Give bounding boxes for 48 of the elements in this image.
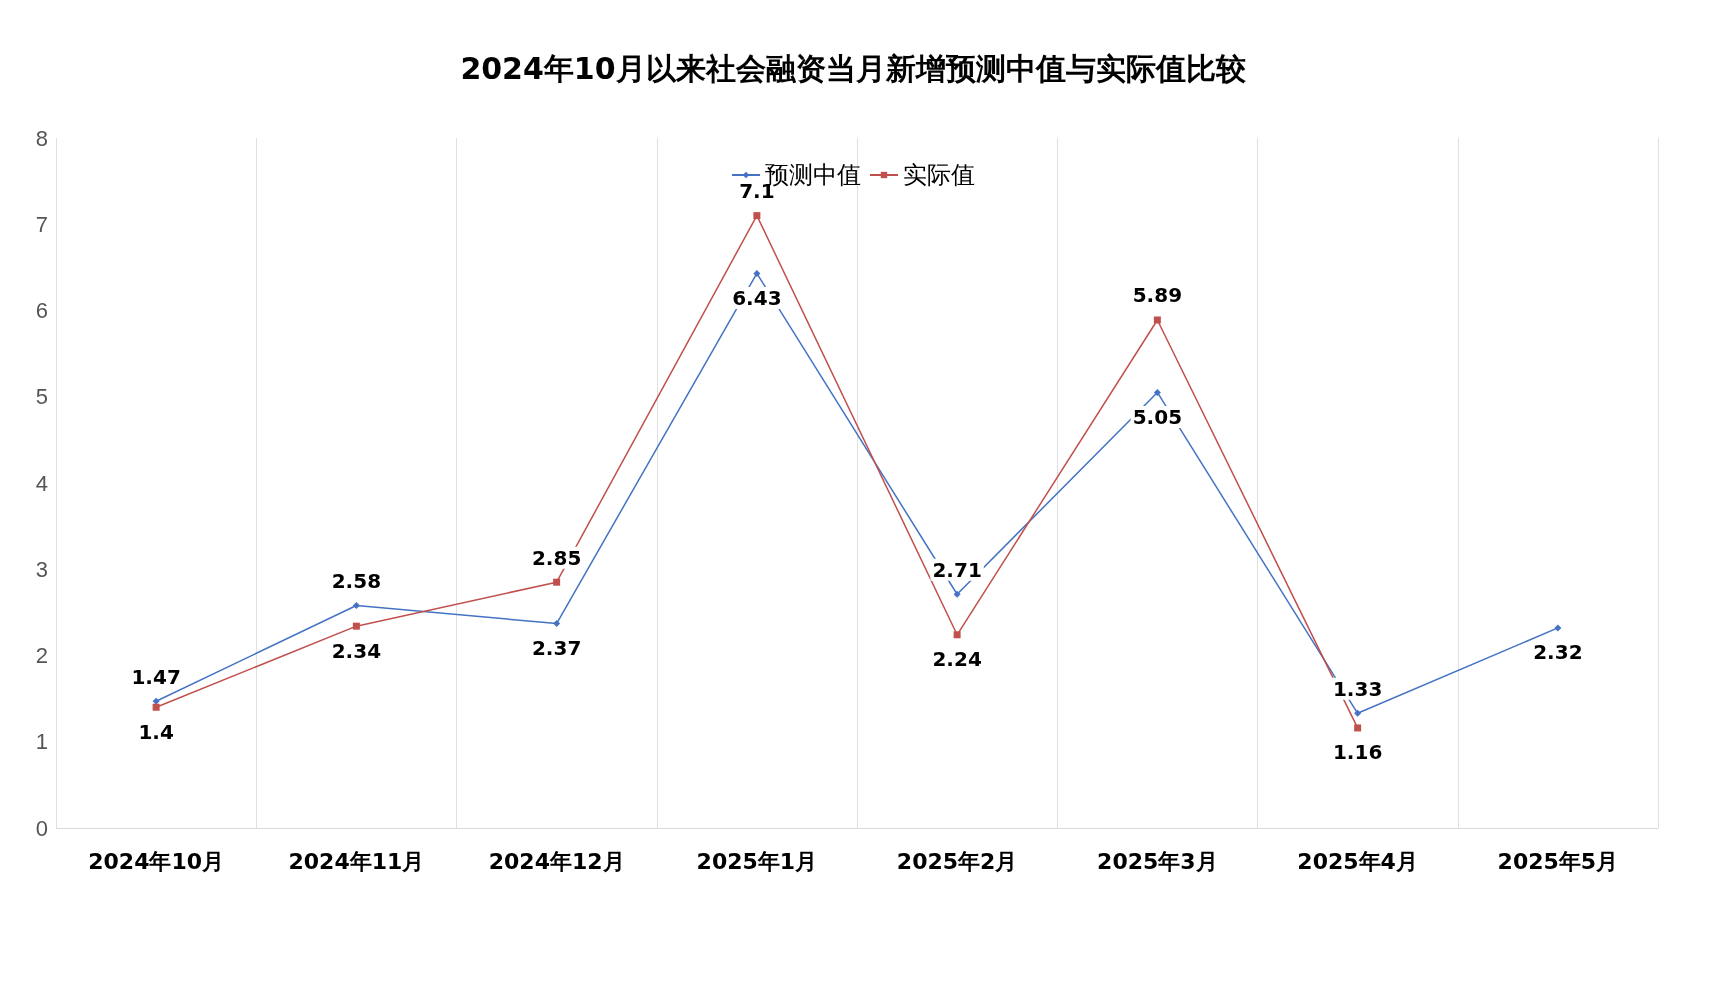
point	[1354, 709, 1362, 717]
data-label: 1.47	[131, 664, 181, 689]
data-label: 2.24	[932, 647, 982, 672]
y-tick-label: 1	[35, 729, 48, 755]
data-label: 2.85	[531, 545, 582, 570]
data-label: 5.05	[1132, 404, 1183, 429]
data-label: 2.37	[531, 636, 582, 661]
point	[352, 601, 360, 609]
data-label: 5.89	[1132, 283, 1183, 308]
data-label: 1.33	[1332, 676, 1383, 701]
y-tick-label: 6	[35, 298, 48, 323]
y-tick-label: 5	[35, 384, 48, 410]
point	[953, 590, 961, 598]
point	[753, 269, 761, 277]
y-tick-label: 2	[35, 643, 48, 668]
point	[553, 578, 561, 586]
point	[753, 212, 761, 220]
point	[1354, 724, 1362, 732]
y-tick-label: 8	[35, 125, 48, 151]
point	[553, 620, 561, 628]
data-label: 2.71	[932, 557, 982, 582]
y-tick-label: 0	[35, 815, 48, 841]
x-tick-label: 2025年2月	[896, 848, 1018, 874]
data-label: 1.16	[1332, 740, 1383, 765]
x-tick-label: 2025年1月	[696, 848, 818, 874]
data-label: 6.43	[732, 285, 782, 310]
y-tick-label: 7	[35, 211, 48, 237]
legend-label: 实际值	[903, 161, 975, 189]
x-tick-label: 2025年4月	[1297, 848, 1418, 874]
point	[152, 697, 160, 705]
x-tick-label: 2024年12月	[488, 848, 625, 874]
point	[1554, 624, 1562, 632]
chart-title: 2024年10月以来社会融资当月新增预测中值与实际值比较	[460, 50, 1247, 86]
y-tick-label: 4	[35, 470, 48, 496]
point	[953, 631, 961, 639]
point	[152, 703, 160, 711]
point	[1153, 316, 1161, 324]
x-tick-label: 2025年3月	[1097, 848, 1218, 874]
point	[1153, 388, 1161, 396]
x-tick-label: 2024年11月	[288, 848, 425, 874]
point	[352, 622, 360, 630]
data-label: 1.4	[138, 719, 174, 744]
x-tick-label: 2025年5月	[1497, 848, 1619, 874]
data-label: 2.58	[331, 568, 382, 593]
data-label: 2.34	[331, 638, 382, 663]
data-label: 2.32	[1533, 640, 1583, 665]
x-tick-label: 2024年10月	[88, 848, 225, 874]
y-tick-label: 3	[35, 556, 48, 582]
